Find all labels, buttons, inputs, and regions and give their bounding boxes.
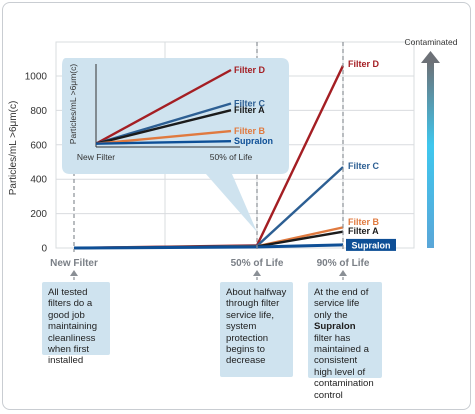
series-label-filter-d: Filter D [348,59,380,69]
series-label-supralon: Supralon [351,240,390,250]
inset-x-label-0: New Filter [77,152,115,162]
note-end-bold: Supralon [314,321,356,333]
x-label-0: New Filter [50,258,98,269]
note-end-of-life: At the end of service life only the Supr… [308,282,382,401]
inset-label-filter-d: Filter D [234,65,266,75]
inset-y-label: Particles/mL >6μm(c) [68,64,78,145]
note-arrow-head-0 [70,270,78,276]
y-axis-label: Particles/mL >6μm(c) [8,101,19,196]
series-label-filter-b: Filter B [348,217,380,227]
y-tick-label: 0 [41,244,47,255]
inset-callout [62,58,289,232]
supralon-label-bg [346,238,396,251]
y-ticks: 0 200 400 600 800 1000 [25,72,48,255]
note-end-post: filter has maintained a consistent high … [314,332,374,401]
note-end-pre: At the end of service life only the [314,287,369,321]
inset-line-filter-d [95,68,232,145]
x-labels: New Filter 50% of Life 90% of Life [50,258,370,269]
note-arrows [70,270,347,280]
x-label-2: 90% of Life [317,258,370,269]
x-label-1: 50% of Life [231,258,284,269]
y-tick-label: 1000 [25,72,48,83]
inset-label-supralon: Supralon [234,136,273,146]
y-tick-label: 800 [30,106,47,117]
series-label-filter-c: Filter C [348,161,380,171]
inset-label-filter-b: Filter B [234,126,266,136]
note-new-filter-text: All tested filters do a good job maintai… [48,287,98,367]
inset-x-label-1: 50% of Life [210,152,253,162]
contamination-scale: Contaminated [405,37,458,248]
y-tick-label: 600 [30,140,47,151]
note-arrow-head-2 [339,270,347,276]
inset-label-filter-c: Filter C [234,98,266,108]
scale-bar [427,62,434,248]
y-tick-label: 200 [30,209,47,220]
inset-label-filter-a: Filter A [234,105,265,115]
inset-line-filter-a [95,109,232,145]
scale-arrowhead [421,51,440,63]
series-label-filter-a: Filter A [348,226,379,236]
note-arrow-head-1 [253,270,261,276]
inset-line-filter-b [95,129,232,145]
note-half-life-text: About halfway through filter service lif… [226,287,287,367]
note-new-filter: All tested filters do a good job maintai… [42,282,110,366]
inset-line-supralon [95,139,232,145]
contaminated-label: Contaminated [405,37,458,47]
note-half-life: About halfway through filter service lif… [220,282,293,377]
y-tick-label: 400 [30,175,47,186]
